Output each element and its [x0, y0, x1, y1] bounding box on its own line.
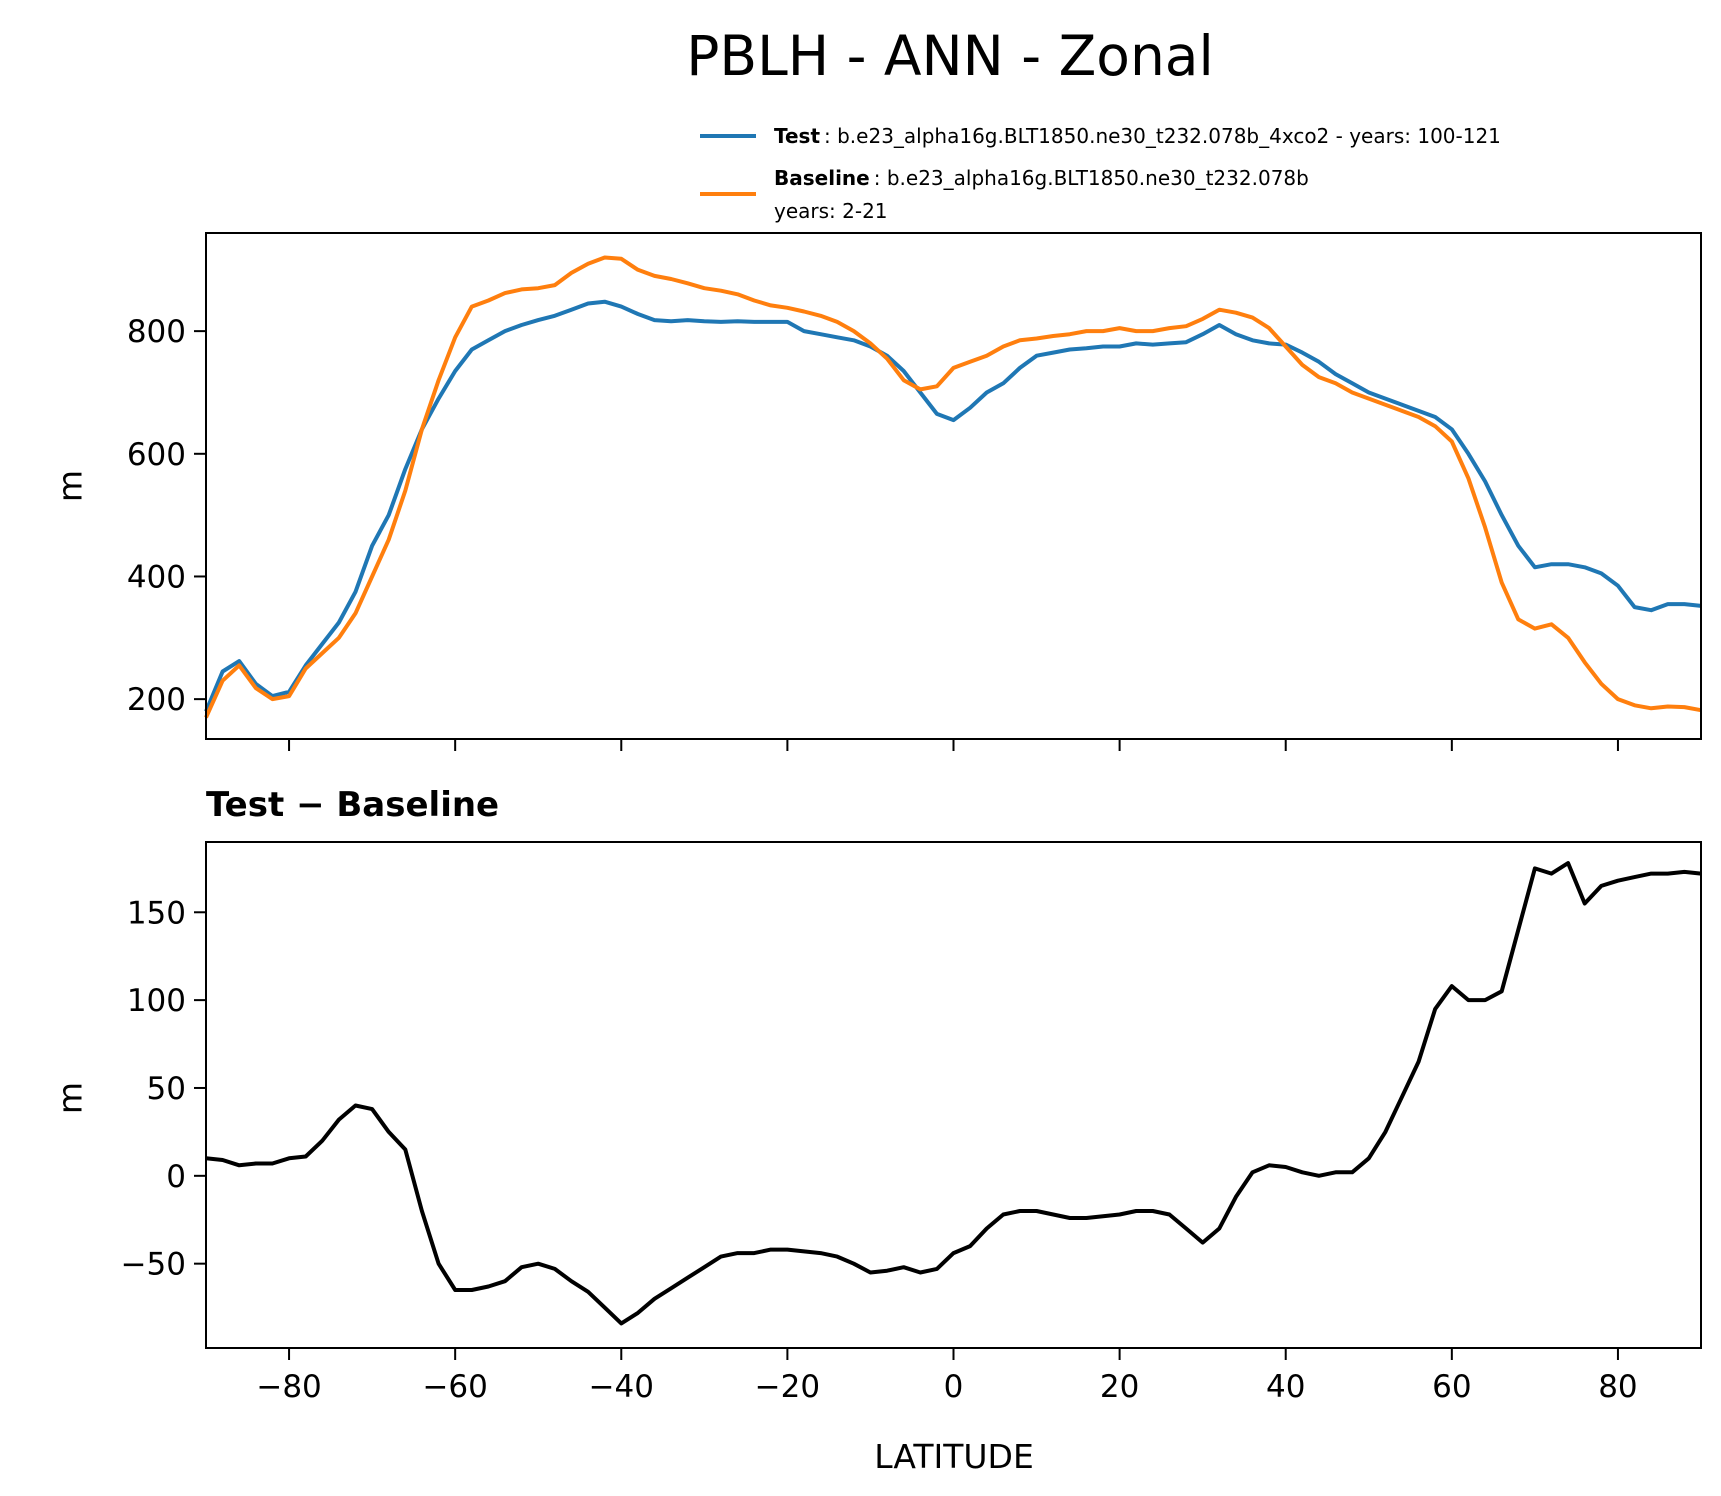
y-tick-label: 50	[147, 1071, 186, 1107]
x-tick-label: −20	[755, 1369, 820, 1405]
top-y-ticks: 200 400 600 800	[127, 314, 206, 718]
legend-baseline-entry: Baseline: b.e23_alpha16g.BLT1850.ne30_t2…	[774, 166, 1309, 190]
top-panel: 200 400 600 800 m	[51, 232, 1702, 751]
series-line-bottom-test-baseline	[205, 861, 1702, 1326]
x-tick-label: 80	[1598, 1369, 1637, 1405]
legend-test-desc: : b.e23_alpha16g.BLT1850.ne30_t232.078b_…	[824, 124, 1501, 148]
y-tick-label: 200	[127, 682, 186, 718]
top-y-axis-label: m	[51, 470, 90, 502]
y-tick-label: −50	[121, 1247, 186, 1283]
legend-baseline-label: Baseline	[774, 166, 870, 190]
top-x-ticks	[288, 739, 1619, 751]
x-tick-label: −80	[256, 1369, 321, 1405]
top-plot-lines	[204, 255, 1702, 719]
legend-test-entry: Test: b.e23_alpha16g.BLT1850.ne30_t232.0…	[774, 124, 1501, 148]
legend: Test: b.e23_alpha16g.BLT1850.ne30_t232.0…	[700, 124, 1501, 223]
y-tick-label: 150	[127, 895, 186, 931]
bottom-panel: Test − Baseline −80 −60 −40 −20 0 20 40 60 80 −5…	[51, 785, 1702, 1405]
y-tick-label: 800	[127, 314, 186, 350]
bottom-plot-lines	[205, 861, 1702, 1326]
x-tick-label: 60	[1432, 1369, 1471, 1405]
x-axis-label: LATITUDE	[874, 1437, 1034, 1476]
x-tick-label: 20	[1100, 1369, 1139, 1405]
x-tick-label: −40	[589, 1369, 654, 1405]
bottom-plot-frame	[205, 841, 1702, 1349]
series-line-top-test	[204, 299, 1702, 713]
bottom-panel-title: Test − Baseline	[206, 785, 499, 825]
figure-title: PBLH - ANN - Zonal	[686, 24, 1214, 88]
bottom-y-axis-label: m	[51, 1082, 90, 1114]
top-plot-frame	[205, 232, 1702, 740]
bottom-y-ticks: −50 0 50 100 150	[121, 895, 206, 1283]
x-tick-label: −60	[422, 1369, 487, 1405]
series-line-top-baseline	[204, 255, 1702, 719]
legend-test-label: Test	[774, 124, 820, 148]
y-tick-label: 400	[127, 559, 186, 595]
bottom-x-ticks: −80 −60 −40 −20 0 20 40 60 80	[256, 1348, 1638, 1405]
x-tick-label: 0	[944, 1369, 964, 1405]
x-tick-label: 40	[1266, 1369, 1305, 1405]
y-tick-label: 0	[166, 1159, 186, 1195]
y-tick-label: 600	[127, 437, 186, 473]
legend-baseline-years: years: 2-21	[774, 199, 888, 223]
y-tick-label: 100	[127, 983, 186, 1019]
legend-baseline-desc: : b.e23_alpha16g.BLT1850.ne30_t232.078b	[874, 166, 1309, 190]
